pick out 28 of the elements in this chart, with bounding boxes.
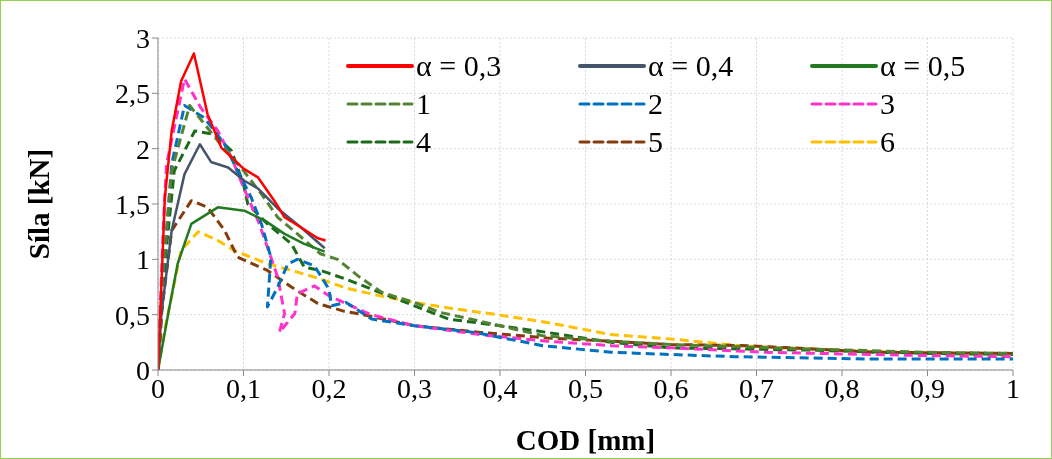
legend-label: 5 [648,125,663,159]
legend-label: 4 [416,125,431,159]
x-tick-label: 0,3 [397,372,432,404]
y-tick-label: 2 [136,133,150,165]
y-tick-label: 2,5 [115,78,150,110]
line-series [158,206,326,370]
y-tick-label: 1,5 [115,188,150,220]
x-tick-label: 0,9 [910,372,945,404]
x-tick-label: 1 [1006,372,1020,404]
legend-label: 2 [648,87,663,121]
y-tick-label: 0,5 [115,299,150,331]
y-axis-title: Síla [kN] [23,148,56,260]
x-tick-label: 0,6 [653,372,689,404]
x-tick-label: 0,5 [568,372,603,404]
legend-label: 6 [880,125,895,159]
legend-label: 1 [416,87,431,121]
legend-label: α = 0,3 [416,49,502,83]
legend-label: α = 0,5 [880,49,966,83]
x-tick-label: 0,2 [311,372,347,404]
x-tick-label: 0,7 [739,372,774,404]
y-tick-label: 1 [136,244,150,276]
x-tick-label: 0,1 [226,372,261,404]
x-tick-label: 0,8 [824,372,860,404]
x-axis-title: COD [mm] [515,424,656,456]
legend-label: 3 [880,87,895,121]
y-tick-label: 3 [136,22,150,54]
x-tick-label: 0,4 [482,372,518,404]
legend-label: α = 0,4 [648,49,734,83]
